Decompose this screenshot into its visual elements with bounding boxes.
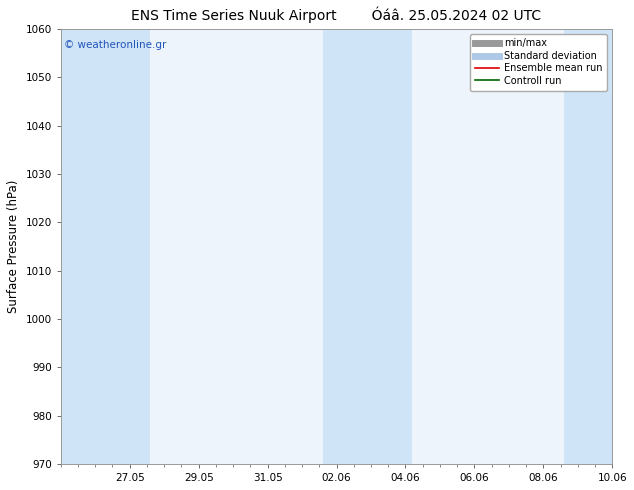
Title: ENS Time Series Nuuk Airport        Óáâ. 25.05.2024 02 UTC: ENS Time Series Nuuk Airport Óáâ. 25.05.… xyxy=(131,7,541,24)
Bar xyxy=(323,29,412,464)
Y-axis label: Surface Pressure (hPa): Surface Pressure (hPa) xyxy=(7,180,20,313)
Bar xyxy=(61,29,150,464)
Text: © weatheronline.gr: © weatheronline.gr xyxy=(63,40,166,49)
Legend: min/max, Standard deviation, Ensemble mean run, Controll run: min/max, Standard deviation, Ensemble me… xyxy=(470,34,607,91)
Bar xyxy=(564,29,612,464)
